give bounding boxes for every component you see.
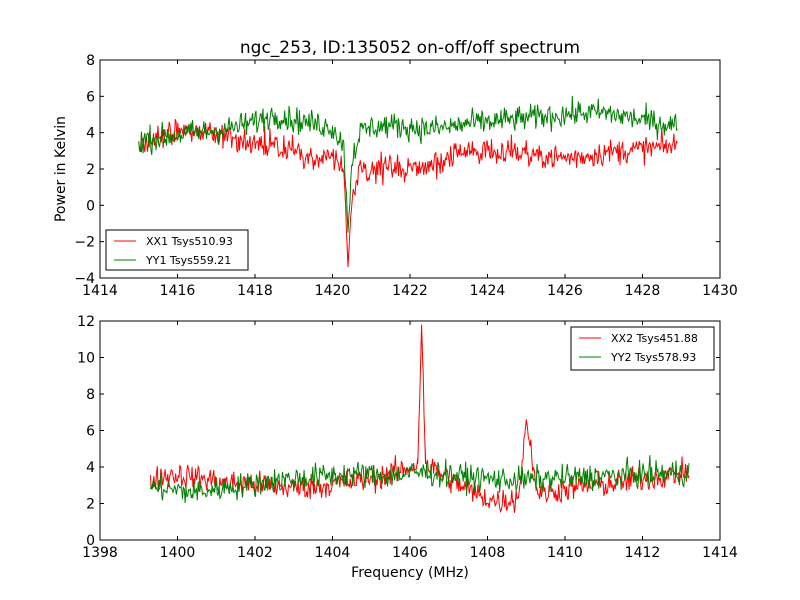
x-tick-label: 1426	[547, 283, 583, 299]
y-tick-label: −4	[74, 271, 95, 287]
y-tick-label: 12	[77, 314, 95, 330]
series-line-yy	[149, 455, 690, 503]
x-tick-label: 1398	[82, 545, 118, 561]
x-tick-label: 1402	[237, 545, 273, 561]
legend-label: YY1 Tsys559.21	[145, 254, 231, 267]
y-tick-label: 8	[86, 53, 95, 69]
top-subplot: 1414 1416 1418 1420 1422 1424 1426 1428 1430 −4 −2…	[74, 53, 737, 299]
y-tick-label: 10	[77, 351, 95, 367]
legend-label: XX1 Tsys510.93	[146, 235, 233, 248]
chart-title: ngc_253, ID:135052 on-off/off spectrum	[240, 38, 580, 58]
series-line-yy	[138, 95, 678, 233]
y-tick-label: −2	[74, 235, 95, 251]
x-tick-label: 1428	[625, 283, 661, 299]
y-tick-label: 2	[86, 497, 95, 513]
y-tick-label: 4	[86, 126, 95, 142]
y-axis-label: Power in Kelvin	[53, 116, 69, 222]
x-tick-label: 1424	[470, 283, 506, 299]
bottom-subplot: 1398 1400 1402 1404 1406 1408 1410 1412 1414 0 2 4 6…	[77, 314, 738, 561]
x-tick-label: 1400	[160, 545, 196, 561]
x-tick-label: 1410	[547, 545, 583, 561]
series-line-xx	[138, 119, 678, 268]
x-tick-label: 1404	[315, 545, 351, 561]
y-tick-label: 4	[86, 460, 95, 476]
legend: XX2 Tsys451.88 YY2 Tsys578.93	[570, 326, 715, 371]
legend-label: YY2 Tsys578.93	[610, 351, 696, 364]
x-tick-label: 1414	[702, 545, 738, 561]
x-tick-label: 1430	[702, 283, 738, 299]
series-line-xx	[149, 324, 690, 514]
y-tick-label: 0	[86, 198, 95, 214]
x-tick-label: 1408	[470, 545, 506, 561]
y-tick-label: 2	[86, 162, 95, 178]
x-tick-label: 1420	[315, 283, 351, 299]
y-tick-label: 0	[86, 533, 95, 549]
x-axis-label: Frequency (MHz)	[351, 565, 469, 581]
x-tick-label: 1406	[392, 545, 428, 561]
legend-box	[570, 326, 715, 371]
y-tick-label: 6	[86, 424, 95, 440]
x-tick-label: 1416	[160, 283, 196, 299]
legend-label: XX2 Tsys451.88	[611, 332, 698, 345]
y-tick-label: 8	[86, 387, 95, 403]
legend-box	[105, 229, 249, 271]
x-tick-label: 1412	[625, 545, 661, 561]
x-tick-label: 1422	[392, 283, 428, 299]
x-tick-label: 1418	[237, 283, 273, 299]
y-tick-label: 6	[86, 89, 95, 105]
legend: XX1 Tsys510.93 YY1 Tsys559.21	[105, 229, 249, 271]
x-tick-label: 1414	[82, 283, 118, 299]
